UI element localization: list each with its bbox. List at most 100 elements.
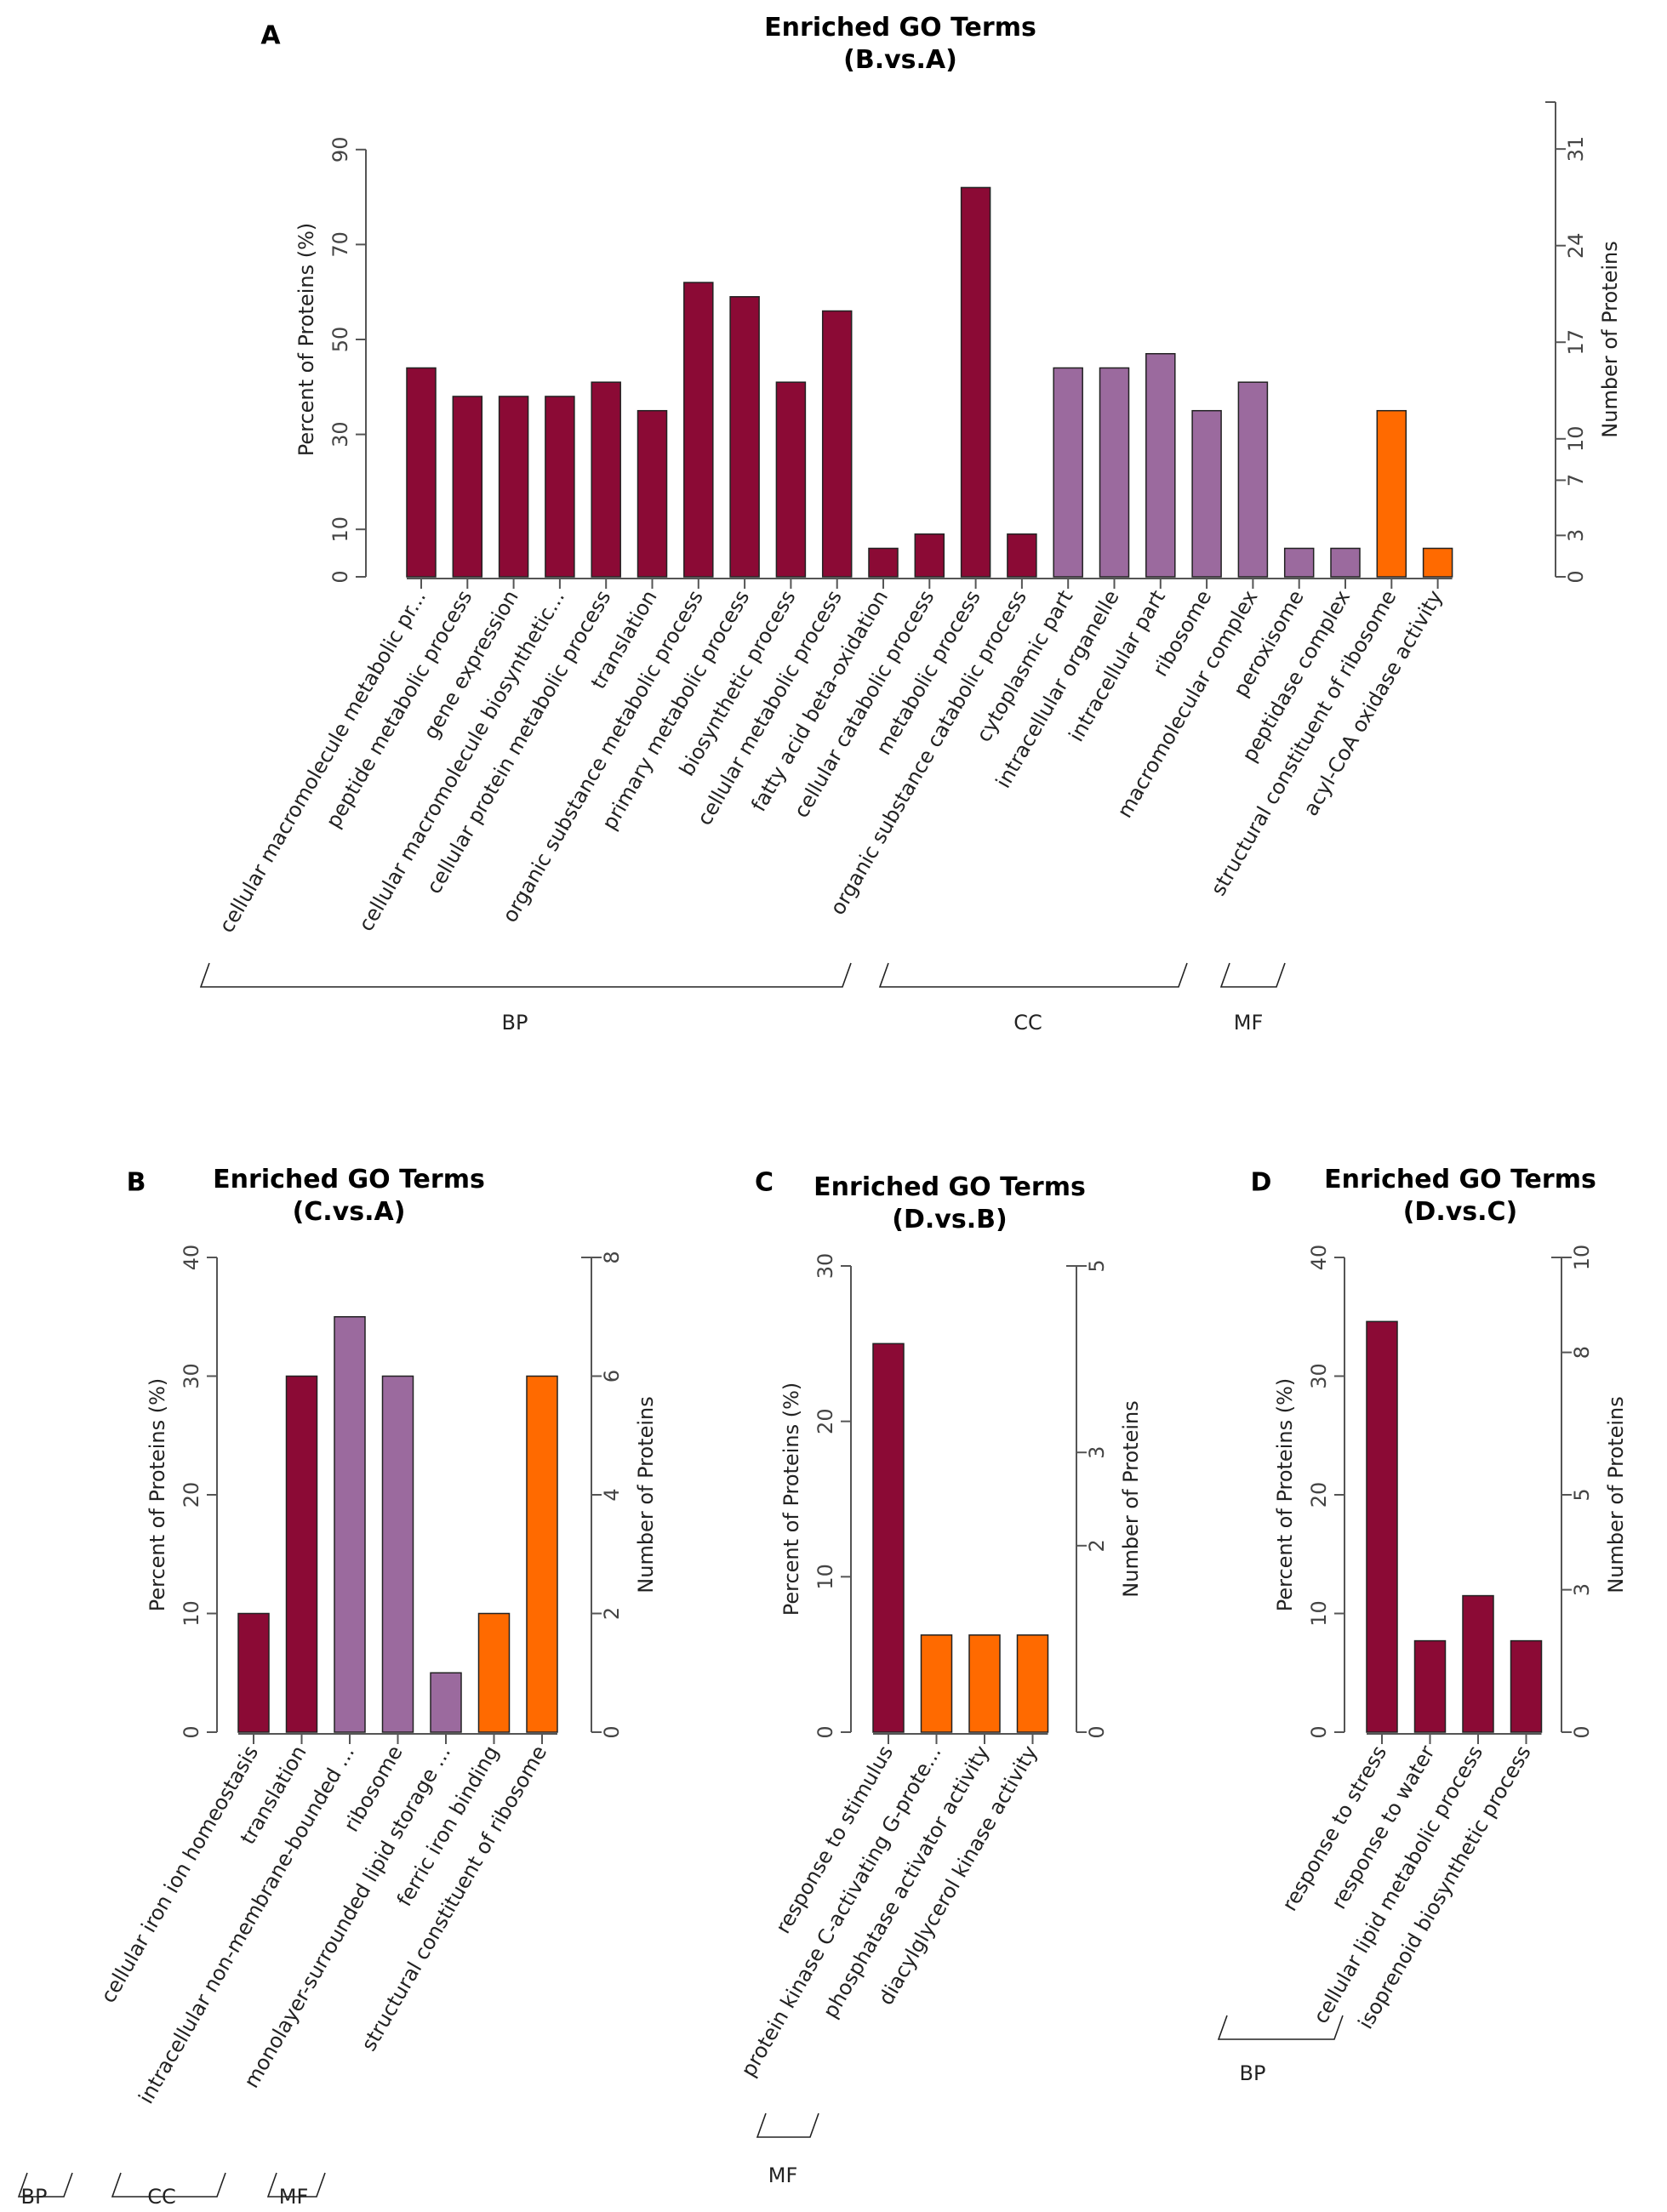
y2-tick-label: 5 (1085, 1259, 1109, 1272)
y2-tick-label: 10 (1570, 1245, 1594, 1271)
bar-4 (1016, 1634, 1049, 1733)
bar-1 (1366, 1320, 1398, 1733)
group-label: BP (502, 1011, 528, 1035)
y2-axis-label: Number of Proteins (634, 1396, 658, 1593)
chart-title: Enriched GO Terms (213, 1165, 485, 1194)
y-tick-label: 90 (328, 137, 352, 163)
y-tick-label: 10 (1307, 1600, 1331, 1627)
bar-10 (821, 310, 853, 578)
y-tick-label: 0 (814, 1725, 837, 1738)
y2-tick-label: 2 (600, 1607, 624, 1620)
bar-15 (1053, 367, 1083, 578)
y-tick-label: 20 (1307, 1482, 1331, 1508)
group-bracket (1219, 962, 1286, 988)
y2-axis-label: Number of Proteins (1604, 1396, 1628, 1593)
group-bracket (266, 2172, 326, 2198)
y2-tick-label: 5 (1570, 1488, 1594, 1501)
chart-subtitle: (B.vs.A) (843, 45, 957, 75)
y2-tick-label: 0 (1085, 1725, 1109, 1738)
y2-tick-label: 0 (1564, 570, 1588, 583)
y2-tick-label: 2 (1085, 1539, 1109, 1552)
bar-2 (285, 1375, 318, 1733)
group-label: BP (1240, 2061, 1266, 2085)
y-tick-label: 20 (814, 1408, 837, 1434)
bar-5 (591, 381, 621, 578)
panel-letter: A (260, 21, 281, 51)
y-axis-label: Percent of Proteins (%) (779, 1382, 803, 1616)
y-tick-label: 0 (180, 1725, 203, 1738)
bar-7 (526, 1375, 558, 1733)
y-axis-label: Percent of Proteins (%) (294, 223, 318, 457)
y2-tick-label: 3 (1570, 1583, 1594, 1596)
x-tick-label: intracellular non-membrane-bounded ... (134, 1742, 359, 2108)
bar-3 (1462, 1594, 1494, 1733)
y2-tick-label: 0 (600, 1725, 624, 1738)
bar-14 (1007, 533, 1037, 578)
bar-7 (683, 282, 714, 578)
bar-13 (960, 186, 991, 578)
bar-3 (498, 396, 529, 578)
y2-tick-label: 3 (1085, 1446, 1109, 1459)
bar-17 (1145, 352, 1176, 578)
bar-5 (430, 1672, 462, 1733)
panel-letter: D (1251, 1168, 1272, 1198)
y2-tick-label: 6 (600, 1370, 624, 1382)
y2-tick-label: 3 (1564, 529, 1588, 542)
group-bracket (756, 2112, 819, 2138)
group-label: CC (147, 2185, 176, 2209)
group-label: MF (279, 2185, 309, 2209)
bar-6 (477, 1612, 511, 1733)
group-bracket (17, 2172, 73, 2198)
group-bracket (1217, 2015, 1344, 2040)
y-tick-label: 10 (814, 1564, 837, 1590)
bar-12 (914, 533, 945, 578)
y-tick-label: 40 (1307, 1245, 1331, 1271)
group-label: MF (1234, 1011, 1264, 1035)
y2-tick-label: 0 (1570, 1725, 1594, 1738)
bar-23 (1422, 547, 1453, 578)
group-label: CC (1013, 1011, 1042, 1035)
y-tick-label: 30 (328, 421, 352, 448)
bar-4 (545, 396, 575, 578)
x-tick-label: cellular iron ion homeostasis (96, 1742, 263, 2007)
y-tick-label: 50 (328, 327, 352, 353)
chart-subtitle: (C.vs.A) (293, 1197, 406, 1227)
chart-panel-a: A Enriched GO Terms(B.vs.A)01030507090Per… (199, 13, 1622, 1035)
y2-tick-label: 4 (600, 1488, 624, 1501)
y-tick-label: 30 (180, 1363, 203, 1389)
bar-21 (1330, 547, 1361, 578)
bar-1 (237, 1612, 270, 1733)
y-tick-label: 70 (328, 231, 352, 258)
y-axis-label: Percent of Proteins (%) (1273, 1378, 1297, 1612)
y2-axis-label: Number of Proteins (1119, 1400, 1143, 1597)
y-tick-label: 10 (328, 516, 352, 543)
x-tick-label: protein kinase C-activating G-prote... (736, 1742, 945, 2081)
y-tick-label: 10 (180, 1600, 203, 1627)
group-label: MF (768, 2164, 798, 2187)
bar-22 (1376, 409, 1407, 578)
group-bracket (199, 962, 852, 988)
bar-3 (968, 1634, 1001, 1733)
y2-tick-label: 8 (600, 1251, 624, 1263)
bar-2 (452, 396, 483, 578)
bar-9 (775, 381, 807, 578)
bar-3 (334, 1316, 366, 1733)
chart-panel-b: B Enriched GO Terms(C.vs.A)010203040Perce… (17, 1165, 658, 2209)
chart-title: Enriched GO Terms (814, 1172, 1086, 1202)
bar-6 (637, 409, 668, 578)
y-axis-label: Percent of Proteins (%) (146, 1378, 169, 1612)
bar-11 (868, 547, 899, 578)
bar-20 (1283, 547, 1315, 578)
bar-4 (1510, 1639, 1543, 1733)
y-tick-label: 0 (328, 570, 352, 583)
y2-tick-label: 7 (1564, 474, 1588, 487)
group-bracket (111, 2172, 226, 2198)
bar-19 (1237, 381, 1269, 578)
chart-title: Enriched GO Terms (1324, 1165, 1596, 1194)
panel-letter: C (755, 1168, 774, 1198)
bar-2 (1413, 1639, 1447, 1733)
group-label: BP (21, 2185, 48, 2209)
y-tick-label: 30 (1307, 1363, 1331, 1389)
group-bracket (878, 962, 1188, 988)
